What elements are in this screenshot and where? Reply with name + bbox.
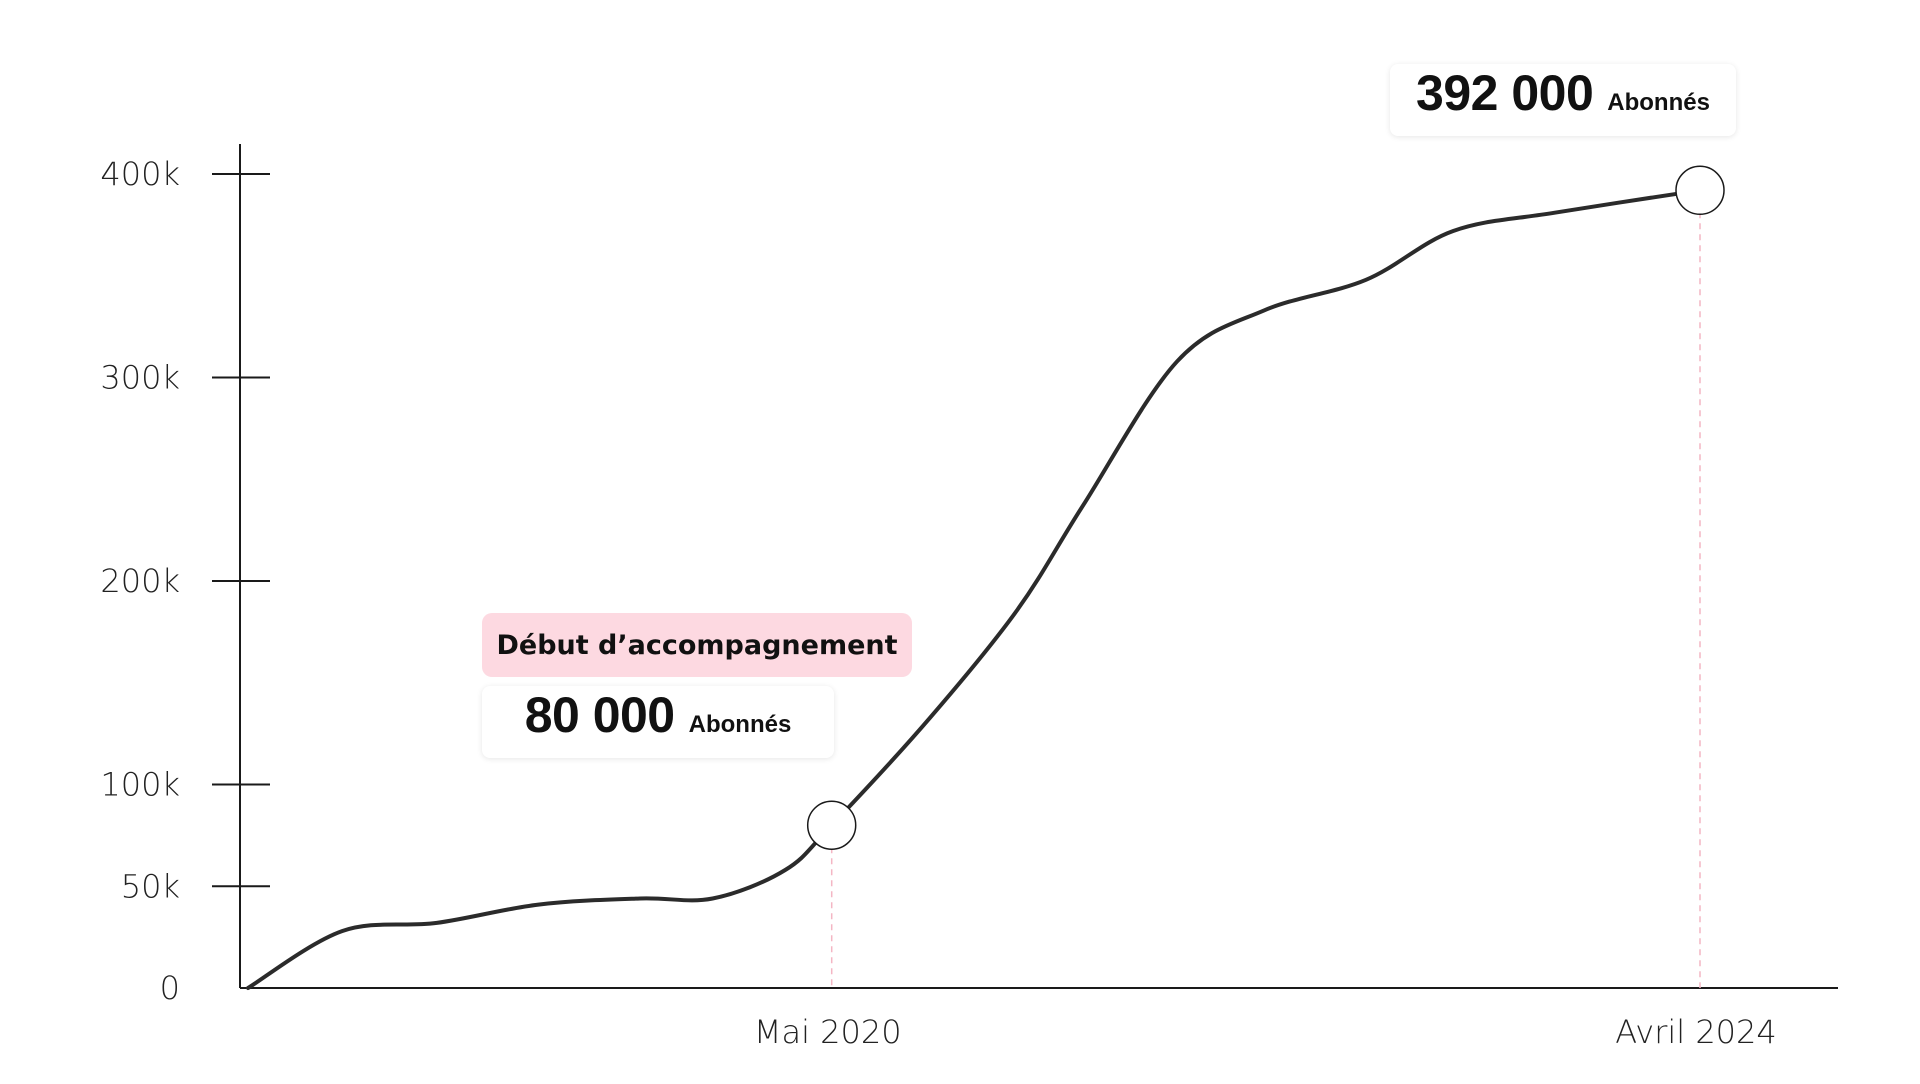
guide-lines [830,190,1701,988]
end-value: 392 000 [1416,65,1594,121]
highlight-marker [806,800,857,850]
x-axis-label: Avril 2024 [1615,1013,1777,1051]
highlight-marker [1675,165,1725,216]
point-markers [806,165,1725,850]
axes [239,144,1838,989]
y-axis-ticks: 0 50k 100k 200k 300k 400k [100,155,270,1007]
x-axis-labels: Mai 2020 Avril 2024 [754,1013,1777,1051]
start-value-badge: 80 000 Abonnés [482,686,834,758]
end-value-badge: 392 000 Abonnés [1390,64,1736,136]
start-value: 80 000 [524,687,675,743]
end-unit: Abonnés [1607,89,1710,116]
y-tick-label: 200k [100,562,180,600]
start-annotation-tag: Début d’accompagnement [482,613,912,677]
series-line [246,188,1702,990]
y-tick-label: 100k [100,766,180,804]
start-unit: Abonnés [688,711,792,738]
y-tick-label: 300k [100,359,180,397]
series-line-layer [246,188,1702,990]
y-tick-label: 0 [160,969,180,1007]
x-axis-label: Mai 2020 [754,1013,902,1051]
y-tick-label: 50k [121,867,180,905]
y-tick-label: 400k [100,155,180,193]
